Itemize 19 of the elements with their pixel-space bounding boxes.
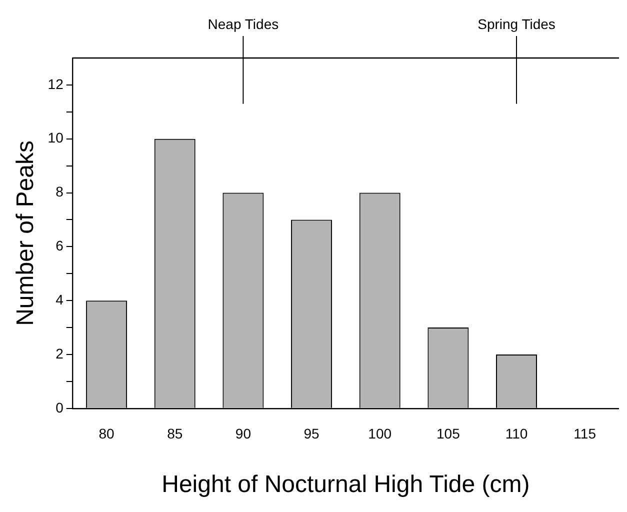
- x-tick-label: 105: [436, 426, 460, 442]
- ref-line-label: Neap Tides: [208, 16, 279, 32]
- x-axis-title: Height of Nocturnal High Tide (cm): [162, 471, 530, 498]
- y-tick-label: 10: [48, 130, 64, 146]
- x-tick-label: 80: [98, 426, 115, 442]
- y-tick-label: 8: [56, 184, 64, 200]
- y-axis-title: Number of Peaks: [12, 140, 40, 326]
- ref-line-label: Spring Tides: [478, 16, 556, 32]
- x-tick-label: 85: [167, 426, 183, 442]
- y-tick-label: 0: [56, 399, 64, 416]
- x-tick-label: 115: [574, 426, 596, 442]
- x-tick-label: 90: [235, 426, 252, 442]
- y-tick-label: 6: [56, 238, 64, 254]
- y-tick-label: 12: [48, 76, 64, 92]
- y-tick-label: 2: [56, 345, 64, 362]
- x-tick-label: 100: [368, 426, 392, 442]
- x-tick-label: 95: [304, 426, 320, 442]
- y-tick-label: 4: [56, 291, 64, 308]
- x-tick-label: 110: [505, 426, 528, 442]
